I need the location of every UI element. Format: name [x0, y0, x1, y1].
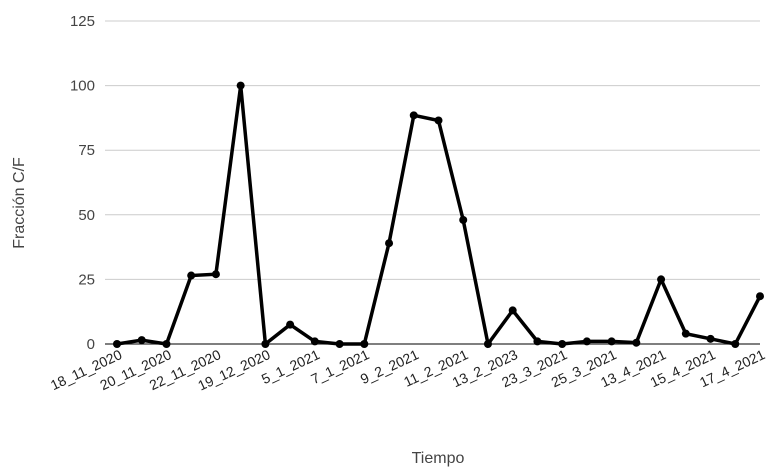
y-axis-title: Fracción C/F	[11, 157, 28, 249]
x-axis-ticks: 18_11_202020_11_202022_11_202019_12_2020…	[48, 346, 767, 394]
data-point	[187, 271, 196, 280]
data-point	[533, 337, 542, 346]
data-points	[113, 81, 764, 348]
data-point	[632, 338, 641, 347]
data-point	[137, 336, 146, 345]
data-point	[310, 337, 319, 346]
data-point	[731, 340, 740, 348]
data-point	[483, 340, 492, 348]
data-point	[113, 340, 121, 348]
data-point	[508, 306, 517, 315]
y-tick-label: 50	[78, 207, 95, 224]
data-point	[582, 337, 591, 346]
y-tick-label: 0	[87, 336, 95, 353]
data-point	[236, 81, 245, 90]
x-axis-title: Tiempo	[412, 450, 465, 467]
data-point	[385, 239, 394, 248]
data-point	[335, 340, 344, 348]
data-point	[681, 329, 690, 338]
y-axis-ticks: 0 25 50 75 100 125	[70, 13, 95, 353]
y-tick-label: 75	[78, 142, 95, 159]
data-point	[657, 275, 666, 284]
data-point	[360, 340, 369, 348]
data-point	[756, 292, 764, 301]
data-point	[607, 337, 616, 346]
data-point	[286, 320, 295, 329]
data-point	[459, 215, 468, 224]
data-point	[409, 111, 418, 120]
data-point	[434, 116, 443, 125]
data-point	[162, 340, 171, 348]
data-point	[261, 340, 270, 348]
y-tick-label: 25	[78, 271, 95, 288]
data-point	[558, 340, 567, 348]
grid-lines	[105, 20, 760, 345]
data-point	[211, 270, 220, 279]
y-tick-label: 125	[70, 13, 95, 30]
y-tick-label: 100	[70, 78, 95, 95]
data-point	[706, 334, 715, 343]
